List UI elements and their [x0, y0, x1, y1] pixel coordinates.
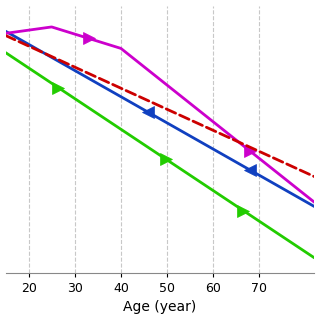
X-axis label: Age (year): Age (year): [124, 300, 196, 315]
